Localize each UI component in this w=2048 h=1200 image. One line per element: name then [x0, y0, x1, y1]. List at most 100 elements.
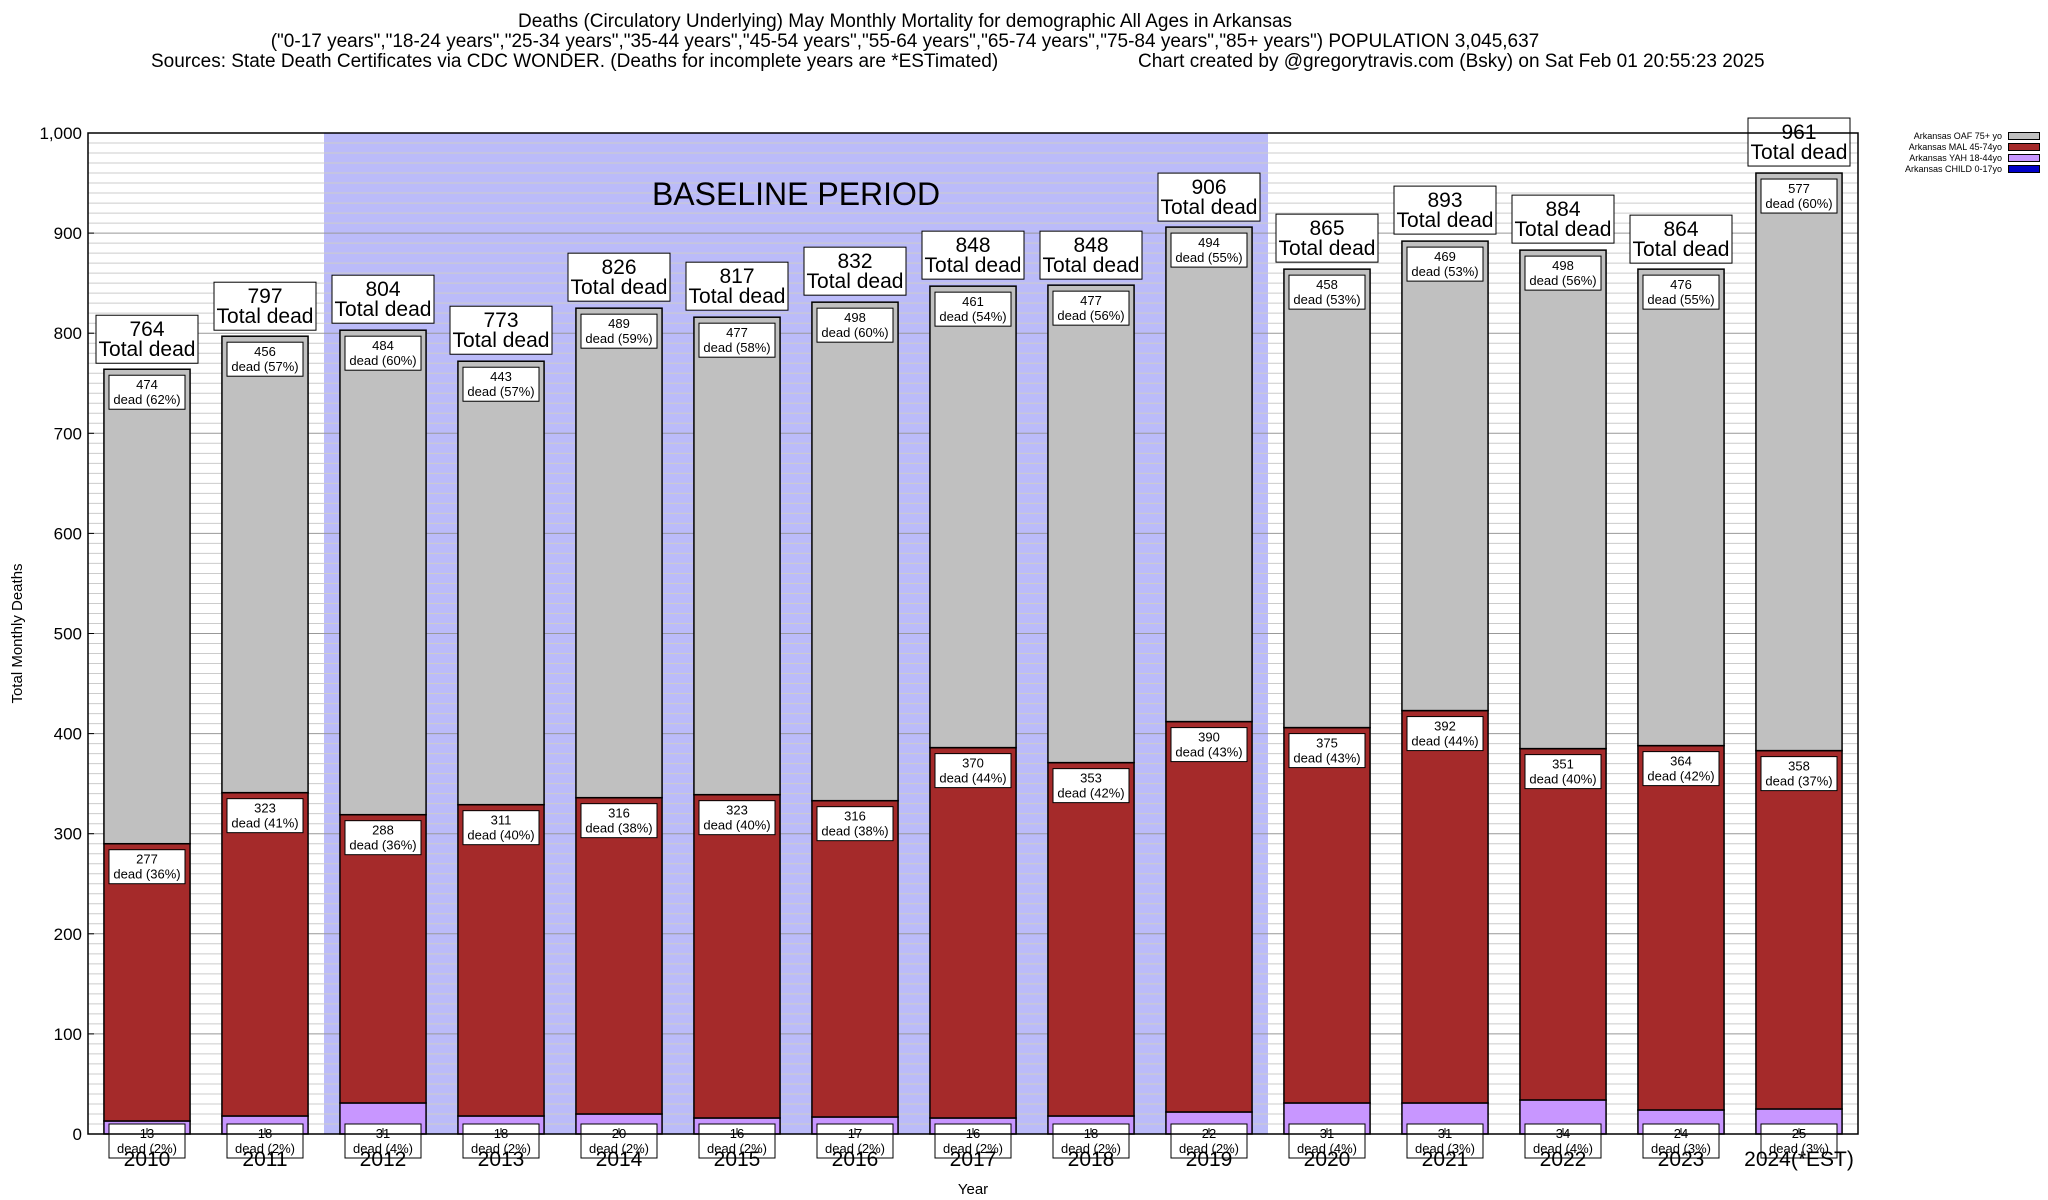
segment-pct: dead (2%) [825, 1141, 885, 1156]
segment-label-box [1170, 727, 1248, 763]
segment-label-box [698, 800, 776, 836]
y-tick-label: 900 [54, 224, 82, 243]
total-label: Total dead [1161, 196, 1258, 219]
segment-pct: dead (2%) [943, 1141, 1003, 1156]
segment-value: 316 [844, 809, 866, 824]
y-tick-label: 200 [54, 925, 82, 944]
total-label-box [1511, 194, 1615, 244]
segment-label-box [1052, 290, 1130, 326]
segment-pct: dead (40%) [703, 818, 770, 833]
total-value: 848 [955, 234, 990, 257]
baseline-label: BASELINE PERIOD [652, 176, 940, 212]
legend: Arkansas OAF 75+ yo Arkansas MAL 45-74yo A… [1905, 130, 2040, 174]
segment-pct: dead (60%) [821, 325, 888, 340]
segment-pct: dead (53%) [1293, 292, 1360, 307]
segment-pct: dead (59%) [585, 331, 652, 346]
segment-value: 477 [726, 325, 748, 340]
segment-pct: dead (44%) [1411, 734, 1478, 749]
total-value: 764 [129, 318, 164, 341]
segment-pct: dead (3%) [1415, 1141, 1475, 1156]
bar-segment [929, 746, 1017, 1119]
total-value: 817 [719, 265, 754, 288]
total-label-box [331, 274, 435, 324]
x-tick-label: 2010 [124, 1148, 171, 1171]
bar-segment [1519, 747, 1607, 1101]
segment-value: 370 [962, 756, 984, 771]
segment-pct: dead (4%) [1533, 1141, 1593, 1156]
total-label-box [1039, 230, 1143, 280]
bar-segment [103, 842, 191, 1122]
segment-pct: dead (36%) [349, 838, 416, 853]
legend-swatch [2008, 131, 2040, 140]
segment-value: 443 [490, 369, 512, 384]
total-value: 864 [1663, 218, 1698, 241]
segment-value: 469 [1434, 249, 1456, 264]
y-tick-label: 400 [54, 725, 82, 744]
x-tick-label: 2018 [1068, 1148, 1115, 1171]
y-tick-label: 500 [54, 625, 82, 644]
segment-pct: dead (56%) [1057, 308, 1124, 323]
segment-value: 353 [1080, 771, 1102, 786]
segment-pct: dead (2%) [471, 1141, 531, 1156]
segment-value: 456 [254, 344, 276, 359]
segment-value: 489 [608, 316, 630, 331]
bar-segment [221, 791, 309, 1117]
segment-pct: dead (42%) [1647, 769, 1714, 784]
total-label: Total dead [925, 254, 1022, 277]
legend-swatch [2008, 142, 2040, 151]
legend-item: Arkansas MAL 45-74yo [1905, 141, 2040, 152]
x-tick-label: 2012 [360, 1148, 407, 1171]
total-label-box [567, 252, 671, 302]
segment-pct: dead (4%) [353, 1141, 413, 1156]
chart-title: Deaths (Circulatory Underlying) May Mont… [517, 11, 1293, 32]
segment-label-box [1760, 756, 1838, 792]
segment-label-box [1524, 754, 1602, 790]
legend-swatch [2008, 153, 2040, 162]
total-value: 797 [247, 285, 282, 308]
total-label-box [1629, 214, 1733, 264]
total-label-box [449, 305, 553, 355]
segment-value: 484 [372, 338, 394, 353]
total-value: 906 [1191, 176, 1226, 199]
legend-label: Arkansas YAH 18-44yo [1909, 152, 2002, 163]
segment-pct: dead (60%) [349, 353, 416, 368]
segment-value: 477 [1080, 293, 1102, 308]
x-axis-label: Year [958, 1181, 988, 1198]
segment-pct: dead (36%) [113, 867, 180, 882]
x-tick-label: 2011 [242, 1148, 287, 1171]
legend-label: Arkansas OAF 75+ yo [1913, 130, 2002, 141]
segment-pct: dead (38%) [585, 821, 652, 836]
source-note: Sources: State Death Certificates via CD… [151, 51, 999, 72]
segment-pct: dead (37%) [1765, 774, 1832, 789]
segment-value: 277 [136, 852, 158, 867]
segment-value: 476 [1670, 277, 1692, 292]
y-tick-label: 600 [54, 524, 82, 543]
segment-pct: dead (2%) [117, 1141, 177, 1156]
total-label: Total dead [1633, 238, 1730, 261]
total-value: 848 [1073, 234, 1108, 257]
segment-label-box [226, 798, 304, 834]
total-value: 893 [1427, 189, 1462, 212]
bar-segment [811, 799, 899, 1118]
segment-pct: dead (2%) [1179, 1141, 1239, 1156]
segment-pct: dead (60%) [1765, 196, 1832, 211]
segment-pct: dead (38%) [821, 824, 888, 839]
segment-pct: dead (55%) [1647, 292, 1714, 307]
segment-value: 311 [491, 813, 512, 828]
segment-value: 461 [962, 294, 984, 309]
segment-label-box [934, 291, 1012, 327]
x-tick-label: 2017 [950, 1148, 997, 1171]
bar-segment [1283, 726, 1371, 1104]
bar-segment [1047, 284, 1135, 764]
segment-label-box [934, 753, 1012, 789]
y-tick-label: 700 [54, 424, 82, 443]
bar-segment [457, 803, 545, 1117]
segment-pct: dead (40%) [1529, 772, 1596, 787]
bar-segment [221, 335, 309, 794]
total-label-box [1393, 185, 1497, 235]
total-label: Total dead [99, 338, 196, 361]
x-tick-label: 2015 [714, 1148, 761, 1171]
segment-pct: dead (41%) [231, 816, 298, 831]
segment-pct: dead (57%) [467, 384, 534, 399]
total-label: Total dead [1279, 237, 1376, 260]
